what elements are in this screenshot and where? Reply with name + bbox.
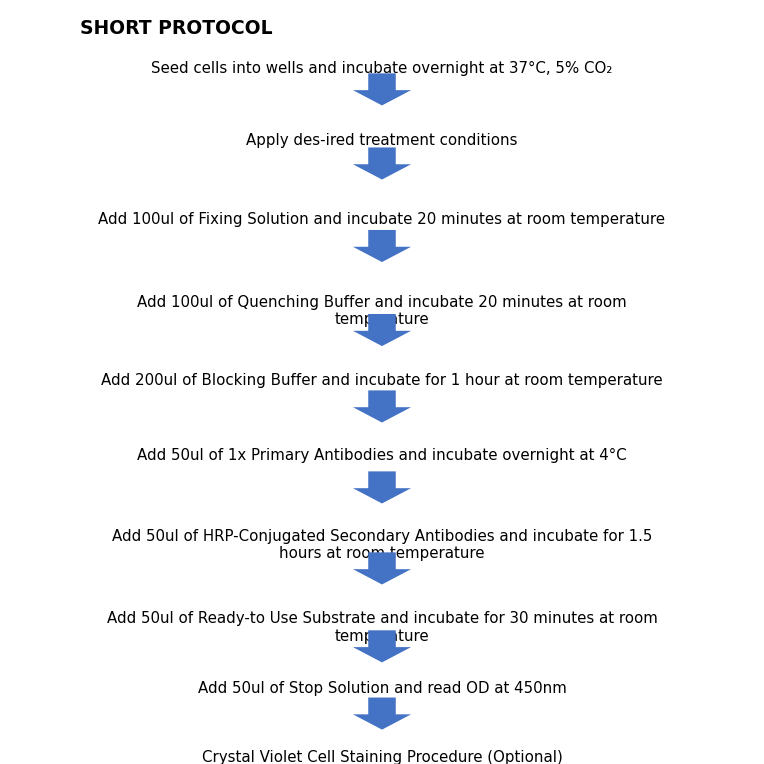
Text: Add 50ul of Stop Solution and read OD at 450nm: Add 50ul of Stop Solution and read OD at… (198, 681, 566, 697)
Text: Add 200ul of Blocking Buffer and incubate for 1 hour at room temperature: Add 200ul of Blocking Buffer and incubat… (101, 373, 663, 388)
Polygon shape (353, 630, 411, 662)
Polygon shape (353, 230, 411, 262)
Text: Add 50ul of HRP-Conjugated Secondary Antibodies and incubate for 1.5
hours at ro: Add 50ul of HRP-Conjugated Secondary Ant… (112, 529, 652, 561)
Text: Add 100ul of Quenching Buffer and incubate 20 minutes at room
temperature: Add 100ul of Quenching Buffer and incuba… (137, 295, 627, 327)
Polygon shape (353, 698, 411, 730)
Polygon shape (353, 314, 411, 346)
Polygon shape (353, 390, 411, 422)
Polygon shape (353, 147, 411, 180)
Text: Seed cells into wells and incubate overnight at 37°C, 5% CO₂: Seed cells into wells and incubate overn… (151, 61, 613, 76)
Text: Add 50ul of 1x Primary Antibodies and incubate overnight at 4°C: Add 50ul of 1x Primary Antibodies and in… (138, 448, 626, 463)
Text: Crystal Violet Cell Staining Procedure (Optional): Crystal Violet Cell Staining Procedure (… (202, 750, 562, 764)
Text: Add 100ul of Fixing Solution and incubate 20 minutes at room temperature: Add 100ul of Fixing Solution and incubat… (99, 212, 665, 228)
Text: Apply des­ired treatment conditions: Apply des­ired treatment conditions (246, 133, 518, 148)
Text: Add 50ul of Ready-to Use Substrate and incubate for 30 minutes at room
temperatu: Add 50ul of Ready-to Use Substrate and i… (106, 611, 658, 643)
Polygon shape (353, 552, 411, 584)
Text: SHORT PROTOCOL: SHORT PROTOCOL (80, 19, 273, 38)
Polygon shape (353, 471, 411, 503)
Polygon shape (353, 73, 411, 105)
